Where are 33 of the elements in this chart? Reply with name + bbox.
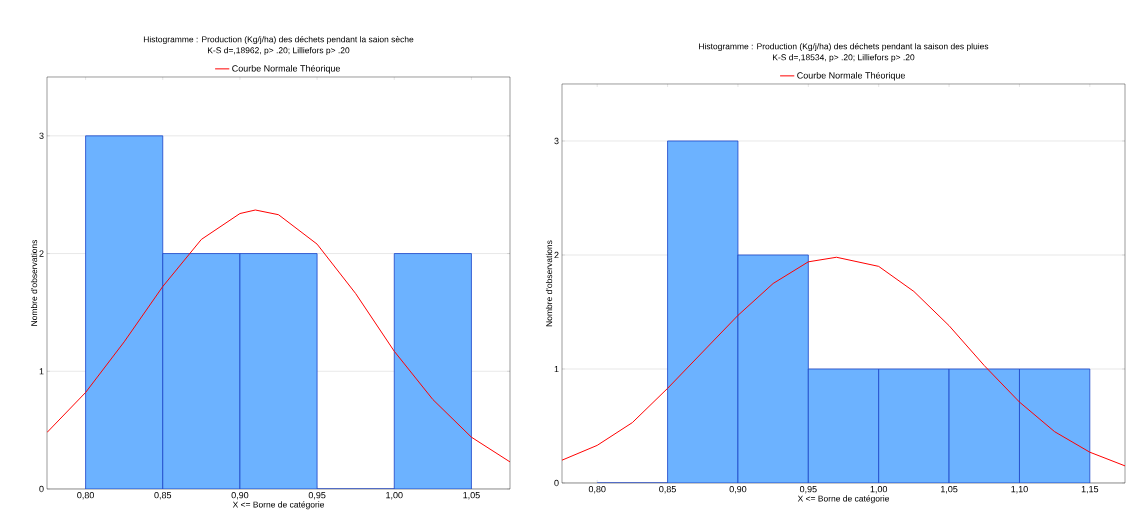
x-tick-label: 1,05 — [941, 486, 958, 494]
x-axis-title: X <= Borne de catégorie — [797, 495, 890, 504]
y-tick-label: 1 — [554, 365, 559, 373]
x-tick-label: 0,85 — [659, 486, 676, 494]
x-tick-label: 0,80 — [77, 492, 94, 500]
y-tick-label: 3 — [39, 132, 44, 140]
x-tick-label: 1,10 — [1011, 486, 1028, 494]
line-series — [47, 209, 511, 463]
legend-label: Courbe Normale Théorique — [797, 71, 905, 81]
chart-title: Histogramme : Production (Kg/j/ha) des déchets pendant la saison des pluies — [699, 43, 989, 52]
y-axis-title: Nombre d'observations — [30, 239, 38, 326]
y-tick-label: 1 — [39, 368, 44, 375]
x-tick-label: 0,95 — [308, 492, 326, 500]
chart-title: Histogramme : Production (Kg/j/ha) des déchets pendant la saion sèche — [143, 36, 414, 45]
x-tick-label: 0,90 — [231, 492, 249, 500]
x-axis-title: X <= Borne de catégorie — [232, 501, 325, 510]
y-tick-label: 0 — [39, 485, 44, 493]
x-tick-label: 1,15 — [1081, 486, 1099, 494]
x-tick-label: 1,00 — [386, 492, 403, 500]
x-tick-label: 0,95 — [799, 486, 817, 494]
y-axis-title: Nombre d'observations — [545, 240, 553, 327]
y-tick-label: 2 — [39, 250, 44, 257]
x-tick-label: 1,05 — [463, 492, 480, 500]
x-tick-label: 0,90 — [729, 486, 747, 494]
y-tick-label: 2 — [554, 251, 559, 259]
legend-label: Courbe Normale Théorique — [232, 64, 340, 74]
chart-subtitle: K-S d=,18534, p> .20; Lilliefors p> .20 — [772, 54, 915, 62]
x-tick-label: 1,00 — [870, 486, 888, 494]
y-tick-label: 0 — [554, 479, 559, 487]
y-tick-label: 3 — [554, 137, 559, 145]
chart-subtitle: K-S d=,18962, p> .20; Lilliefors p> .20 — [207, 47, 350, 55]
x-tick-label: 0,80 — [588, 486, 606, 494]
x-tick-label: 0,85 — [154, 492, 172, 500]
